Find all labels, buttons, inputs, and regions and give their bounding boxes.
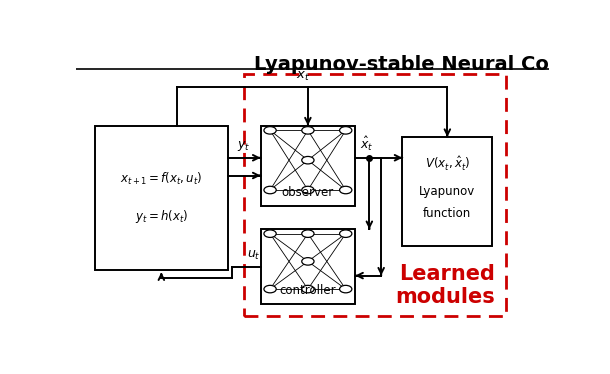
Circle shape	[340, 127, 352, 134]
Text: $x_t$: $x_t$	[296, 70, 310, 83]
Circle shape	[340, 230, 352, 237]
Circle shape	[302, 186, 314, 194]
Circle shape	[302, 127, 314, 134]
Circle shape	[302, 230, 314, 237]
Bar	[260, 229, 355, 304]
Circle shape	[302, 285, 314, 293]
Text: controller: controller	[279, 284, 336, 297]
Circle shape	[264, 186, 276, 194]
Text: $y_t$: $y_t$	[237, 139, 251, 153]
Text: $x_{t+1} = f(x_t, u_t)$: $x_{t+1} = f(x_t, u_t)$	[120, 171, 203, 187]
Text: $\hat{x}_t$: $\hat{x}_t$	[361, 134, 374, 153]
Text: $y_t = h(x_t)$: $y_t = h(x_t)$	[135, 208, 188, 225]
Text: Learned
modules: Learned modules	[395, 264, 495, 307]
Circle shape	[264, 127, 276, 134]
Text: function: function	[423, 207, 472, 220]
Text: observer: observer	[282, 186, 334, 199]
Text: $u_t$: $u_t$	[246, 249, 260, 262]
Circle shape	[302, 258, 314, 265]
Text: $V(x_t, \hat{x}_t)$: $V(x_t, \hat{x}_t)$	[425, 155, 470, 174]
Text: Lyapunov-stable Neural Co: Lyapunov-stable Neural Co	[254, 55, 549, 74]
Circle shape	[264, 285, 276, 293]
Bar	[260, 126, 355, 206]
Circle shape	[340, 285, 352, 293]
Circle shape	[340, 186, 352, 194]
Bar	[95, 126, 228, 270]
Text: Lyapunov: Lyapunov	[419, 185, 475, 198]
Circle shape	[302, 156, 314, 164]
Bar	[403, 137, 492, 246]
Bar	[244, 74, 506, 316]
Circle shape	[264, 230, 276, 237]
